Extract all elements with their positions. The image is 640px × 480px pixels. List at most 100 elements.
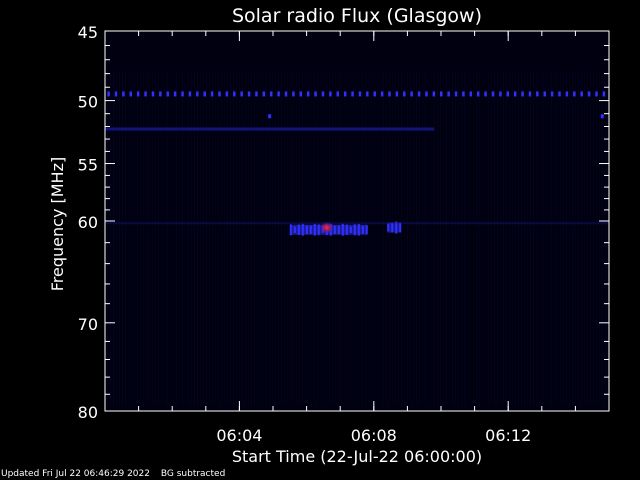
noise-stripe bbox=[401, 71, 402, 406]
dotted-line-dot bbox=[151, 91, 155, 97]
dotted-line-dot bbox=[336, 91, 340, 97]
noise-stripe bbox=[215, 71, 216, 406]
noise-stripe bbox=[383, 71, 384, 406]
noise-stripe bbox=[479, 71, 480, 406]
blob-streak bbox=[337, 225, 340, 235]
dotted-line-dot bbox=[462, 91, 465, 97]
blob bbox=[387, 222, 401, 233]
noise-stripe bbox=[191, 71, 192, 406]
noise-stripe bbox=[278, 71, 279, 406]
spot bbox=[268, 114, 272, 119]
noise-stripe bbox=[293, 71, 294, 406]
noise-stripe bbox=[203, 71, 204, 406]
noise-stripe bbox=[527, 71, 528, 406]
noise-stripe bbox=[218, 71, 219, 406]
noise-stripe bbox=[167, 71, 168, 406]
dotted-line-dot bbox=[454, 91, 458, 97]
noise-stripe bbox=[263, 71, 264, 406]
noise-stripe bbox=[506, 71, 507, 406]
noise-stripe bbox=[563, 71, 564, 406]
noise-stripe bbox=[593, 71, 594, 406]
noise-stripe bbox=[233, 71, 234, 406]
noise-stripe bbox=[584, 71, 585, 406]
noise-stripe bbox=[185, 71, 186, 406]
band bbox=[105, 127, 435, 131]
noise-stripe bbox=[176, 71, 177, 406]
dotted-line-dot bbox=[513, 91, 517, 97]
y-tick-label: 55 bbox=[78, 156, 98, 175]
dotted-line-dot bbox=[395, 91, 399, 97]
noise-stripe bbox=[230, 71, 231, 406]
dotted-line-dot bbox=[314, 91, 317, 97]
noise-stripe bbox=[137, 71, 138, 406]
dotted-line-dot bbox=[550, 91, 554, 97]
noise-stripe bbox=[524, 71, 525, 406]
blob-streak bbox=[317, 224, 320, 236]
axes: 45 50 55 60 70 80 06:04 06:08 06:12 bbox=[78, 23, 610, 445]
dotted-line-dot bbox=[366, 91, 369, 97]
noise-stripe bbox=[188, 71, 189, 406]
blob-streak bbox=[357, 223, 360, 236]
noise-stripe bbox=[122, 71, 123, 406]
noise-stripe bbox=[473, 71, 474, 406]
blob-streak bbox=[301, 223, 304, 236]
dotted-line-dot bbox=[595, 91, 598, 97]
noise-stripe bbox=[146, 71, 147, 406]
dotted-line-dot bbox=[233, 91, 236, 97]
noise-stripe bbox=[461, 71, 462, 406]
noise-stripe bbox=[119, 71, 120, 406]
blob-streak bbox=[399, 222, 402, 233]
dotted-line-dot bbox=[499, 91, 502, 97]
dotted-line-dot bbox=[565, 91, 569, 97]
footer: Updated Fri Jul 22 06:46:29 2022 BG subt… bbox=[1, 469, 233, 479]
noise-stripe bbox=[398, 71, 399, 406]
noise-stripe bbox=[377, 71, 378, 406]
dotted-line-dot bbox=[181, 91, 184, 97]
noise-stripe bbox=[467, 71, 468, 406]
noise-stripe bbox=[599, 71, 600, 406]
y-tick-label: 60 bbox=[78, 213, 98, 232]
noise-stripe bbox=[164, 71, 165, 406]
dotted-line-dot bbox=[425, 91, 428, 97]
noise-stripe bbox=[587, 71, 588, 406]
noise-stripe bbox=[425, 71, 426, 406]
noise-stripe bbox=[371, 71, 372, 406]
noise-stripe bbox=[113, 71, 114, 406]
noise-stripe bbox=[350, 71, 351, 406]
noise-stripe bbox=[179, 71, 180, 406]
dotted-line-dot bbox=[506, 91, 510, 97]
noise-stripe bbox=[110, 71, 111, 406]
noise-stripe bbox=[275, 71, 276, 406]
dotted-line-dot bbox=[528, 91, 532, 97]
noise-stripe bbox=[446, 71, 447, 406]
dotted-line-dot bbox=[299, 91, 303, 97]
noise-stripe bbox=[134, 71, 135, 406]
noise-stripe bbox=[254, 71, 255, 406]
y-axis-label: Frequency [MHz] bbox=[48, 157, 67, 291]
noise-stripe bbox=[389, 71, 390, 406]
noise-stripe bbox=[491, 71, 492, 406]
noise-stripe bbox=[422, 71, 423, 406]
noise-stripe bbox=[497, 71, 498, 406]
noise-stripe bbox=[266, 71, 267, 406]
noise-stripe bbox=[539, 71, 540, 406]
noise-stripe bbox=[356, 71, 357, 406]
noise-stripe bbox=[542, 71, 543, 406]
noise-stripe bbox=[209, 71, 210, 406]
burst-spot bbox=[319, 221, 334, 234]
noise-stripe bbox=[581, 71, 582, 406]
dotted-line-dot bbox=[321, 91, 325, 97]
noise-stripe bbox=[521, 71, 522, 406]
noise-stripe bbox=[488, 71, 489, 406]
dotted-line-dot bbox=[543, 91, 546, 97]
noise-stripe bbox=[440, 71, 441, 406]
blob-streak bbox=[305, 225, 308, 235]
noise-stripe bbox=[311, 71, 312, 406]
dotted-line-dot bbox=[380, 91, 384, 97]
noise-stripe bbox=[251, 71, 252, 406]
y-tick-label: 50 bbox=[78, 93, 98, 112]
noise-stripe bbox=[239, 71, 240, 406]
blob-streak bbox=[353, 224, 356, 236]
noise-stripe bbox=[404, 71, 405, 406]
